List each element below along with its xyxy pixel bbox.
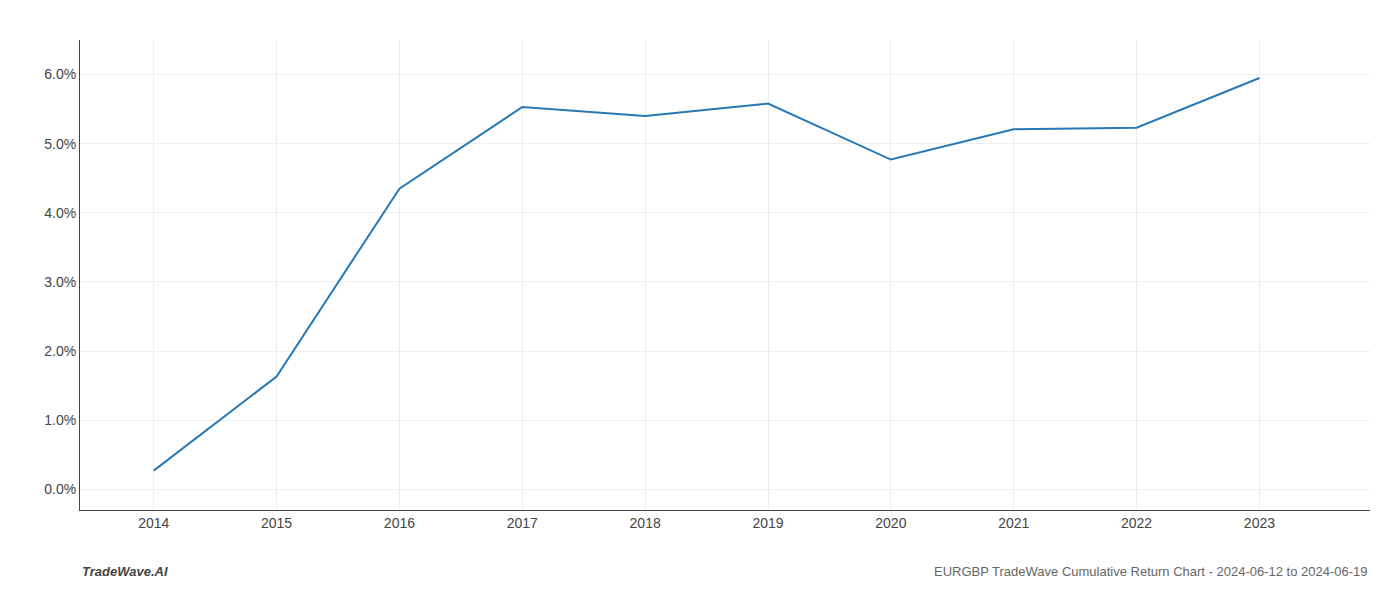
svg-text:2021: 2021 [998,515,1029,531]
svg-text:2019: 2019 [752,515,783,531]
svg-text:2023: 2023 [1244,515,1275,531]
svg-text:2.0%: 2.0% [44,343,76,359]
svg-text:6.0%: 6.0% [44,66,76,82]
svg-text:2016: 2016 [384,515,415,531]
svg-text:2015: 2015 [261,515,292,531]
svg-text:2018: 2018 [630,515,661,531]
svg-text:3.0%: 3.0% [44,274,76,290]
svg-text:EURGBP TradeWave Cumulative Re: EURGBP TradeWave Cumulative Return Chart… [934,564,1368,579]
svg-text:1.0%: 1.0% [44,412,76,428]
svg-text:0.0%: 0.0% [44,481,76,497]
svg-text:2022: 2022 [1121,515,1152,531]
svg-text:2014: 2014 [138,515,169,531]
svg-text:4.0%: 4.0% [44,205,76,221]
svg-text:TradeWave.AI: TradeWave.AI [82,564,168,579]
svg-text:5.0%: 5.0% [44,136,76,152]
svg-text:2020: 2020 [875,515,906,531]
svg-text:2017: 2017 [507,515,538,531]
